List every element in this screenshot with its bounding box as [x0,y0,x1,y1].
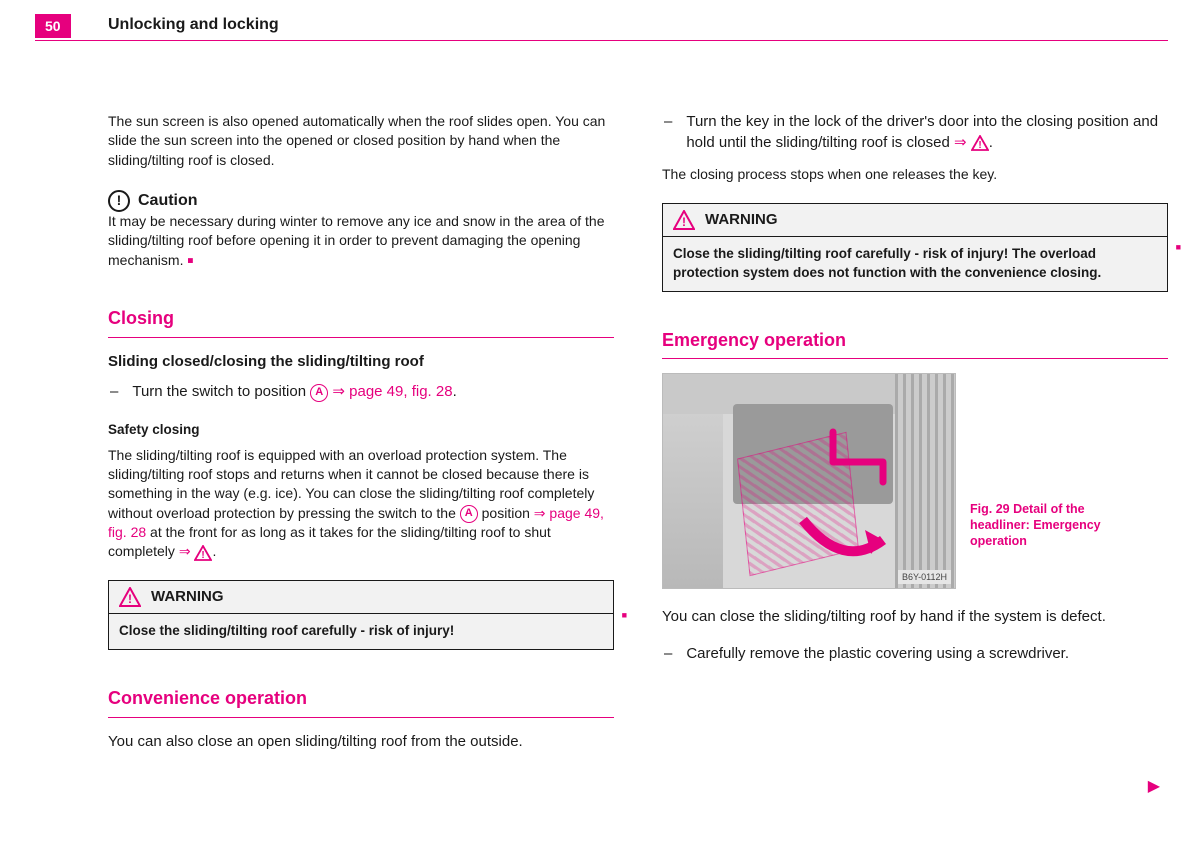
warning-body: Close the sliding/tilting roof carefully… [109,614,613,649]
content-columns: The sun screen is also opened automatica… [108,112,1168,768]
figure-code: B6Y-0112H [898,570,951,584]
caution-body: It may be necessary during winter to rem… [108,213,605,268]
warning-label: WARNING [705,210,778,231]
warning-body: Close the sliding/tilting roof carefully… [663,237,1167,290]
warning-box-2: ! WARNING Close the sliding/tilting roof… [662,203,1168,292]
arrow-icon: ⇒ [179,543,195,559]
period: . [212,543,216,559]
arrow-icon: ⇒ [954,134,971,151]
svg-text:!: ! [978,140,981,151]
ref-circle-a2: A [460,505,478,523]
bullet-pre: Turn the switch to position [132,383,310,400]
svg-text:!: ! [202,550,205,561]
caution-header: ! Caution [108,190,614,212]
convenience-paragraph: You can also close an open sliding/tilti… [108,732,614,753]
continue-arrow-icon: ▶ [1148,776,1160,796]
emergency-paragraph: You can close the sliding/tilting roof b… [662,607,1168,628]
crank-icon [823,422,913,492]
fig-panel-left [663,414,723,589]
caution-label: Caution [138,190,198,212]
closing-heading: Closing [108,306,614,338]
emergency-bullet-text: Carefully remove the plastic covering us… [686,644,1069,665]
end-marker-icon: ■ [1176,241,1181,253]
end-marker-icon: ■ [187,255,193,266]
intro-paragraph: The sun screen is also opened automatica… [108,112,614,170]
right-column: – Turn the key in the lock of the driver… [662,112,1168,768]
warning-triangle-icon: ! [119,587,141,607]
emergency-bullet: – Carefully remove the plastic covering … [664,644,1168,665]
right-bullet: – Turn the key in the lock of the driver… [664,112,1168,153]
caution-icon: ! [108,190,130,212]
page-ref-link[interactable]: page 49, fig. 28 [349,383,452,400]
right-bullet-text: Turn the key in the lock of the driver's… [686,113,1158,151]
arrow-icon: ⇒ [332,383,349,400]
safety-closing-heading: Safety closing [108,421,614,440]
figure-caption: Fig. 29 Detail of the headliner: Emergen… [970,501,1120,590]
caution-text: It may be necessary during winter to rem… [108,212,614,270]
bullet-text: Turn the switch to position A ⇒ page 49,… [132,382,456,403]
emergency-heading: Emergency operation [662,328,1168,360]
page-number-tab: 50 [35,14,71,38]
warning-box: ! WARNING Close the sliding/tilting roof… [108,580,614,650]
title-underline [35,40,1168,41]
safety-paragraph: The sliding/tilting roof is equipped wit… [108,446,614,562]
bullet-text: Turn the key in the lock of the driver's… [686,112,1168,153]
convenience-heading: Convenience operation [108,686,614,718]
safety-p1c: at the front for as long as it takes for… [108,524,551,559]
period: . [453,383,457,400]
bullet-dash-icon: – [664,644,672,665]
curved-arrow-icon [793,510,893,570]
ref-circle-a: A [310,384,328,402]
period: . [989,134,993,151]
closing-subheading: Sliding closed/closing the sliding/tilti… [108,352,614,373]
figure-block: B6Y-0112H Fig. 29 Detail of the headline… [662,373,1168,589]
warning-label: WARNING [151,587,224,608]
svg-text:!: ! [128,592,132,606]
svg-text:!: ! [682,215,686,229]
left-column: The sun screen is also opened automatica… [108,112,614,768]
warning-header: ! WARNING [663,204,1167,238]
bullet-dash-icon: – [110,382,118,403]
warning-header: ! WARNING [109,581,613,615]
warning-triangle-icon: ! [673,210,695,230]
warning-triangle-icon: ! [194,545,212,561]
arrow-icon: ⇒ [534,505,550,521]
closing-stops-paragraph: The closing process stops when one relea… [662,165,1168,184]
safety-p1b: position [482,505,534,521]
closing-bullet: – Turn the switch to position A ⇒ page 4… [110,382,614,403]
warning-triangle-icon: ! [971,135,989,151]
figure-image: B6Y-0112H [662,373,956,589]
bullet-dash-icon: – [664,112,672,153]
end-marker-icon: ■ [622,609,627,621]
section-title: Unlocking and locking [108,16,279,34]
